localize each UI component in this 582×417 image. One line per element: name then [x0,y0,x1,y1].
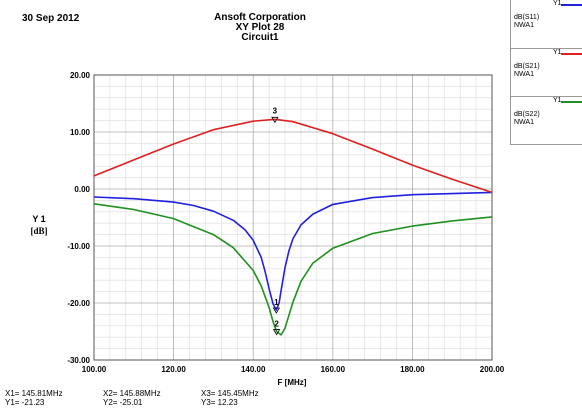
y-tick-label: 20.00 [70,71,91,80]
series-line-dB(S11) [93,191,493,311]
legend-source: NWA1 [514,22,534,29]
marker-label: 1 [274,298,279,307]
legend-source: NWA1 [514,71,534,78]
x-tick-label: 140.00 [241,365,266,374]
company-name: Ansoft Corporation [214,12,306,23]
legend-swatch [561,101,582,103]
legend-label: dB(S21) NWA1 [514,63,540,79]
marker-3-x: X3= 145.45MHz [201,389,259,398]
marker-1-y: Y1= -21.23 [5,398,45,407]
marker-2-x: X2= 145.88MHz [103,389,161,398]
plot-frame [93,74,493,361]
marker-3-y: Y3= 12.23 [201,398,238,407]
marker-symbol [272,307,281,314]
legend-axis: Y1 [553,49,562,56]
y-tick-label: 10.00 [70,128,91,137]
y-tick-label: -20.00 [67,299,90,308]
legend-axis: Y1 [553,0,562,7]
legend-item-s11[interactable]: Y1 dB(S11) NWA1 [511,0,582,47]
marker-1-x: X1= 145.81MHz [5,389,63,398]
plot-date: 30 Sep 2012 [22,13,80,24]
y-axis-unit: [dB] [30,226,48,236]
series-line-dB(S21) [93,118,493,194]
y-tick-label: -30.00 [67,356,90,365]
plot-title-block: Ansoft Corporation XY Plot 28 Circuit1 [190,13,330,43]
marker-2-y: Y2= -25.01 [103,398,143,407]
y-axis-name: Y 1 [32,214,46,224]
legend: Y1 dB(S11) NWA1 Y1 dB(S21) NWA1 Y1 dB(S2… [510,0,582,145]
y-tick-label: -10.00 [67,242,90,251]
legend-trace: dB(S22) [514,111,540,118]
series-line-dB(S22) [93,203,493,336]
y-axis-label: Y 1 [dB] [27,213,51,237]
x-tick-label: 200.00 [480,365,505,374]
marker-symbol [271,116,279,124]
legend-item-s21[interactable]: Y1 dB(S21) NWA1 [511,48,582,96]
x-tick-label: 120.00 [161,365,186,374]
legend-axis: Y1 [553,97,562,104]
marker-label: 2 [274,320,279,329]
legend-swatch [561,4,582,6]
marker-symbol [272,329,281,336]
x-axis-label: F [MHz] [277,378,307,387]
legend-item-s22[interactable]: Y1 dB(S22) NWA1 [511,96,582,144]
circuit-name: Circuit1 [241,32,279,43]
legend-label: dB(S11) NWA1 [514,14,539,30]
x-tick-label: 100.00 [82,365,107,374]
plot-name: XY Plot 28 [235,22,285,33]
legend-swatch [561,53,582,55]
legend-trace: dB(S11) [514,14,540,21]
y-tick-label: 0.00 [74,185,90,194]
x-tick-label: 160.00 [321,365,346,374]
x-tick-label: 180.00 [400,365,425,374]
legend-label: dB(S22) NWA1 [514,111,540,127]
legend-trace: dB(S21) [514,63,540,70]
marker-label: 3 [273,106,278,115]
legend-source: NWA1 [514,119,534,126]
